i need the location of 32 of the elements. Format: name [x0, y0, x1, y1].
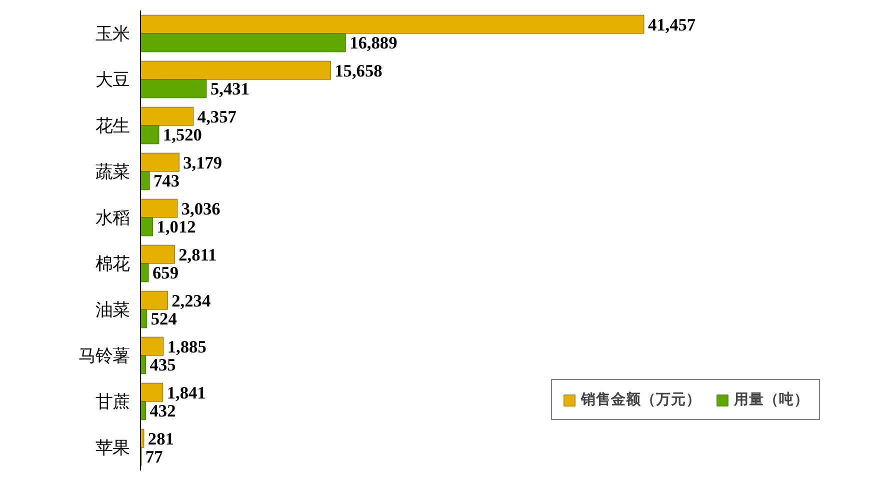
data-label: 435 [150, 356, 176, 375]
y-tick-label: 玉米 [96, 24, 130, 44]
data-label: 2,811 [178, 245, 217, 264]
data-label: 2,234 [172, 291, 211, 310]
y-tick-label: 水稻 [96, 208, 130, 228]
data-label: 281 [148, 429, 174, 448]
data-label: 1,520 [162, 126, 202, 145]
y-tick-label: 棉花 [96, 254, 130, 274]
data-label: 3,179 [183, 153, 222, 172]
data-label: 77 [145, 448, 164, 467]
data-label: 4,357 [197, 107, 237, 126]
data-label: 659 [152, 264, 179, 283]
data-label: 1,885 [167, 337, 207, 356]
legend-label: 用量（吨） [734, 390, 809, 409]
data-label: 15,658 [334, 61, 383, 80]
y-tick-label: 蔬菜 [96, 162, 130, 182]
data-label: 432 [150, 402, 176, 421]
data-label: 5,431 [210, 80, 250, 99]
y-tick-label: 甘蔗 [96, 392, 130, 412]
data-label: 1,012 [156, 218, 196, 237]
y-tick-label: 花生 [96, 116, 130, 136]
data-label: 3,036 [181, 199, 221, 218]
data-label: 1,841 [166, 383, 206, 402]
data-label: 41,457 [648, 15, 696, 34]
data-label: 524 [150, 310, 178, 329]
data-label: 16,889 [350, 34, 398, 53]
data-label: 743 [154, 172, 180, 191]
y-tick-label: 马铃薯 [78, 346, 130, 366]
y-tick-label: 大豆 [96, 70, 130, 90]
legend-label: 销售金额（万元） [581, 390, 701, 409]
y-tick-label: 苹果 [96, 438, 130, 458]
y-tick-label: 油菜 [96, 300, 130, 320]
